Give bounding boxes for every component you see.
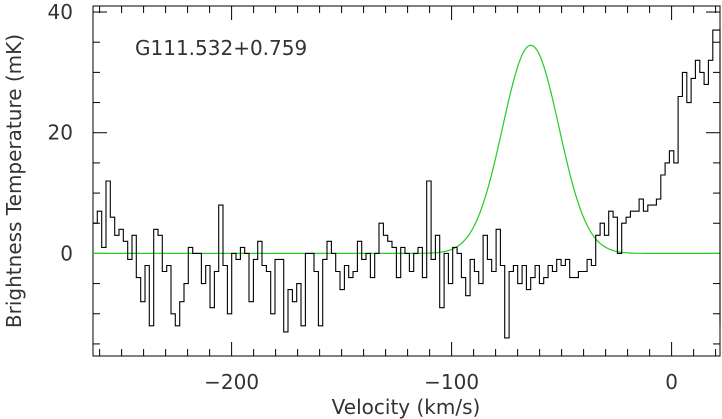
y-tick-label: 40 bbox=[48, 0, 73, 24]
spectrum-histogram-line bbox=[93, 29, 721, 339]
x-tick-label: −100 bbox=[424, 370, 479, 394]
x-axis-label: Velocity (km/s) bbox=[332, 395, 481, 419]
y-tick-label: 0 bbox=[60, 241, 73, 265]
x-tick-label: 0 bbox=[665, 370, 678, 394]
x-tick-label: −200 bbox=[204, 370, 259, 394]
y-axis-label: Brightness Temperature (mK) bbox=[2, 34, 26, 328]
source-label: G111.532+0.759 bbox=[135, 36, 307, 60]
y-tick-label: 20 bbox=[48, 121, 73, 145]
axis-ticks bbox=[93, 6, 720, 356]
axis-tick-labels: −200 −100 0 0 20 40 bbox=[48, 0, 678, 394]
